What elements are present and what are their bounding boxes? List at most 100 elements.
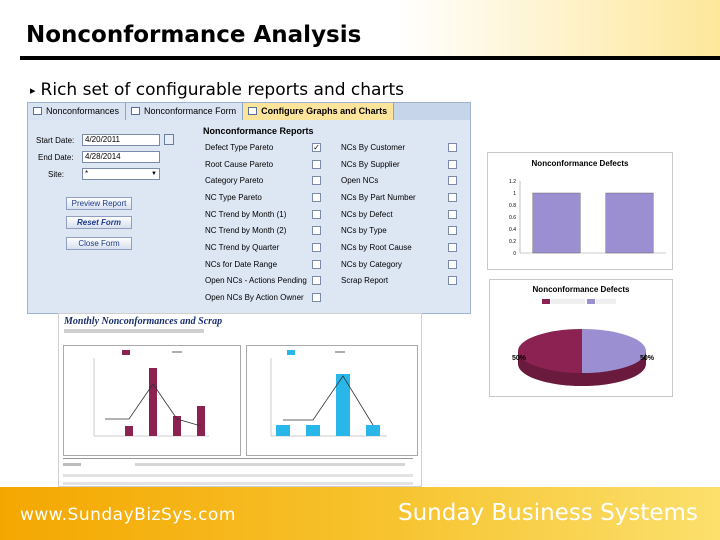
legend-swatch [587,299,595,304]
chart-title: Nonconformance Defects [531,159,629,168]
checkbox-nc-trend-month-2[interactable] [312,226,321,235]
table-divider [63,458,413,459]
end-date-input[interactable]: 4/28/2014 [82,151,160,163]
checkbox-root-cause-pareto[interactable] [312,160,321,169]
form-icon [248,107,258,115]
title-rule [20,56,720,60]
pie-label: 50% [640,355,655,362]
defects-pie-chart: Nonconformance Defects 50% 50% [489,279,673,397]
report-open-ncs: Open NCs [341,176,379,185]
preview-report-button[interactable]: Preview Report [66,197,132,210]
legend-entry [551,299,585,304]
pie-slice [582,329,646,351]
scrap-chart-svg [270,350,387,437]
report-ncs-by-customer: NCs By Customer [341,143,406,152]
report-defect-type-pareto: Defect Type Pareto [205,143,274,152]
report-nc-trend-month-2: NC Trend by Month (2) [205,226,287,235]
y-tick-label: 0.8 [509,203,516,209]
monthly-report-preview: Monthly Nonconformances and Scrap [58,313,422,487]
checkbox-ncs-by-supplier[interactable] [448,160,457,169]
table-row [63,482,413,485]
checkbox-ncs-by-defect[interactable] [448,210,457,219]
bar [532,192,581,254]
checkbox-ncs-by-part-number[interactable] [448,193,457,202]
legend-swatch [287,350,295,355]
checkbox-nc-type-pareto[interactable] [312,193,321,202]
bullet-text: Rich set of configurable reports and cha… [40,80,404,100]
close-form-button[interactable]: Close Form [66,237,132,250]
form-icon [33,107,42,115]
y-tick-label: 0.2 [509,239,516,245]
checkbox-scrap-report[interactable] [448,276,457,285]
checkbox-ncs-date-range[interactable] [312,260,321,269]
title-band [0,0,720,58]
chevron-down-icon[interactable]: ▼ [151,171,157,177]
trend-line [283,375,374,426]
legend-swatch [122,350,130,355]
bar [306,425,320,436]
checkbox-ncs-by-type[interactable] [448,226,457,235]
report-category-pareto: Category Pareto [205,176,264,185]
checkbox-defect-type-pareto[interactable]: ✓ [312,143,321,152]
checkbox-open-ncs[interactable] [448,176,457,185]
form-icon [131,107,141,115]
site-select[interactable]: * [82,168,160,180]
pie-slice [582,351,646,373]
triangle-bullet-icon: ▸ [30,83,36,97]
reports-title: Nonconformance Reports [203,126,314,136]
footer-band [0,487,720,540]
end-date-label: End Date: [38,153,74,162]
checkbox-nc-trend-month-1[interactable] [312,210,321,219]
report-ncs-by-supplier: NCs By Supplier [341,160,400,169]
tab-nonconformances[interactable]: Nonconformances [28,103,127,120]
checkbox-open-ncs-action-owner[interactable] [312,293,321,302]
configure-graphs-form: Nonconformances Nonconformance Form Conf… [27,102,471,314]
report-subtitle [64,329,204,333]
footer-url: www.SundayBizSys.com [20,505,236,525]
checkbox-category-pareto[interactable] [312,176,321,185]
report-ncs-by-defect: NCs by Defect [341,210,393,219]
pie-chart-svg: 50% 50% [512,329,655,386]
trend-line [105,383,202,427]
slide-title: Nonconformance Analysis [26,22,362,48]
y-tick-label: 1.2 [509,179,516,185]
chart-title: Nonconformance Defects [532,285,630,294]
defects-bar-chart: Nonconformance Defects 1.2 1 0.8 0.6 0.4 0.2 0 [487,152,673,270]
report-ncs-by-part-number: NCs By Part Number [341,193,416,202]
tab-configure-graphs[interactable]: Configure Graphs and Charts [243,103,395,120]
report-open-ncs-actions-pending: Open NCs - Actions Pending [205,276,307,285]
scrap-monthly-chart [246,345,418,456]
report-nc-trend-quarter: NC Trend by Quarter [205,243,280,252]
y-tick-label: 1 [513,191,516,197]
report-ncs-date-range: NCs for Date Range [205,260,278,269]
bar [125,426,133,436]
checkbox-ncs-by-category[interactable] [448,260,457,269]
calendar-icon[interactable] [164,134,174,145]
checkbox-ncs-by-customer[interactable] [448,143,457,152]
footer-company: Sunday Business Systems [398,500,698,526]
bar [276,425,290,436]
report-nc-type-pareto: NC Type Pareto [205,193,262,202]
checkbox-ncs-by-root-cause[interactable] [448,243,457,252]
report-title: Monthly Nonconformances and Scrap [64,316,223,327]
reports-panel: Nonconformance Reports Defect Type Paret… [200,124,470,312]
start-date-label: Start Date: [36,136,75,145]
bar [197,406,205,436]
tab-nonconformance-form[interactable]: Nonconformance Form [126,103,244,120]
site-label: Site: [48,170,65,179]
pie-slice [518,329,582,373]
pie-label: 50% [512,355,527,362]
y-tick-label: 0.4 [509,227,516,233]
table-row [63,463,81,466]
bar [336,374,350,436]
report-ncs-by-category: NCs by Category [341,260,402,269]
y-tick-label: 0 [513,251,516,257]
checkbox-open-ncs-actions-pending[interactable] [312,276,321,285]
start-date-input[interactable]: 4/20/2011 [82,134,160,146]
bar [366,425,380,436]
bar [149,368,157,436]
report-scrap-report: Scrap Report [341,276,389,285]
checkbox-nc-trend-quarter[interactable] [312,243,321,252]
bar [605,192,654,254]
reset-form-button[interactable]: Reset Form [66,216,132,229]
